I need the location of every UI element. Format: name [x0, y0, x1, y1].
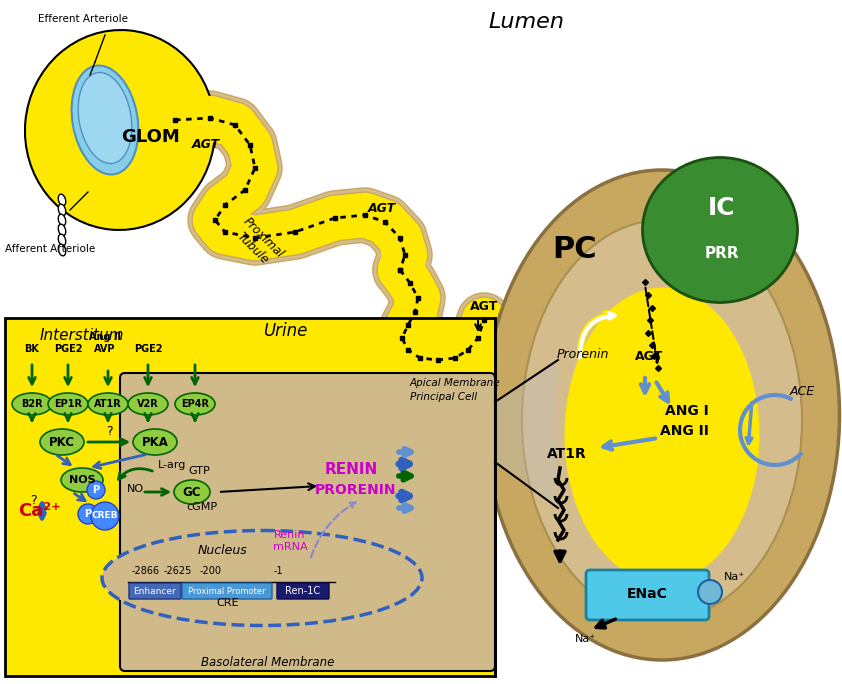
- Text: Proximal
Tubule: Proximal Tubule: [230, 215, 286, 271]
- Text: GLOM: GLOM: [120, 128, 179, 146]
- Text: Afferent Arteriole: Afferent Arteriole: [5, 244, 95, 254]
- Circle shape: [91, 502, 119, 530]
- Text: Ren-1C: Ren-1C: [285, 586, 321, 596]
- Text: NOS: NOS: [69, 475, 95, 485]
- Text: RENIN: RENIN: [325, 462, 378, 477]
- Ellipse shape: [61, 468, 103, 492]
- Text: ?: ?: [106, 425, 112, 438]
- FancyBboxPatch shape: [120, 373, 495, 671]
- Ellipse shape: [58, 244, 66, 256]
- Text: AT1R: AT1R: [547, 447, 587, 461]
- Ellipse shape: [78, 73, 132, 163]
- Text: AT1R: AT1R: [94, 399, 122, 409]
- Ellipse shape: [40, 429, 84, 455]
- Text: CRE: CRE: [216, 598, 239, 608]
- Ellipse shape: [174, 480, 210, 504]
- Circle shape: [78, 504, 98, 524]
- Ellipse shape: [484, 170, 839, 660]
- Text: Prorenin: Prorenin: [557, 348, 610, 361]
- Text: Proximal Promoter: Proximal Promoter: [189, 586, 266, 596]
- Text: ACE: ACE: [790, 385, 815, 398]
- FancyBboxPatch shape: [277, 583, 329, 599]
- Ellipse shape: [48, 393, 88, 415]
- Text: PKA: PKA: [141, 436, 168, 449]
- Text: ?: ?: [30, 494, 36, 507]
- Text: -1: -1: [274, 566, 284, 576]
- Text: P: P: [84, 509, 92, 519]
- Ellipse shape: [133, 429, 177, 455]
- FancyBboxPatch shape: [182, 583, 272, 599]
- Text: PC: PC: [552, 235, 597, 264]
- Text: Ang II
AVP: Ang II AVP: [89, 332, 121, 354]
- Ellipse shape: [128, 393, 168, 415]
- Text: PRR: PRR: [705, 246, 739, 261]
- Ellipse shape: [12, 393, 52, 415]
- Text: Renin
mRNA: Renin mRNA: [273, 530, 307, 552]
- Ellipse shape: [58, 204, 66, 216]
- Text: -2625: -2625: [164, 566, 192, 576]
- Text: Ca²⁺: Ca²⁺: [18, 502, 61, 520]
- Circle shape: [87, 481, 105, 499]
- Ellipse shape: [25, 30, 215, 230]
- Text: PKC: PKC: [49, 436, 75, 449]
- Text: BK: BK: [24, 344, 40, 354]
- Ellipse shape: [58, 214, 66, 226]
- Text: GTP: GTP: [188, 466, 210, 476]
- Text: -200: -200: [200, 566, 222, 576]
- Text: EP4R: EP4R: [181, 399, 209, 409]
- Text: L-arg: L-arg: [158, 460, 186, 470]
- Text: Efferent Arteriole: Efferent Arteriole: [38, 14, 128, 24]
- Ellipse shape: [58, 194, 66, 206]
- FancyBboxPatch shape: [129, 583, 181, 599]
- Text: Principal Cell: Principal Cell: [410, 392, 477, 402]
- Text: PRORENIN: PRORENIN: [315, 483, 397, 497]
- Text: ENaC: ENaC: [626, 587, 668, 601]
- Text: PGE2: PGE2: [134, 344, 163, 354]
- Text: AGT: AGT: [368, 202, 396, 215]
- Ellipse shape: [72, 66, 138, 174]
- Ellipse shape: [58, 234, 66, 246]
- Text: IC: IC: [708, 196, 736, 220]
- Text: P: P: [93, 485, 99, 495]
- Text: AGT: AGT: [635, 350, 663, 363]
- Ellipse shape: [88, 393, 128, 415]
- Text: Apical Membrane: Apical Membrane: [410, 378, 501, 388]
- Circle shape: [698, 580, 722, 604]
- Ellipse shape: [522, 220, 802, 620]
- Ellipse shape: [102, 531, 422, 625]
- Text: NO: NO: [127, 484, 144, 494]
- Ellipse shape: [58, 224, 66, 236]
- Text: Nucleus: Nucleus: [198, 544, 248, 557]
- Text: cGMP: cGMP: [186, 502, 217, 512]
- FancyBboxPatch shape: [586, 570, 709, 620]
- Polygon shape: [495, 360, 558, 508]
- Text: ANG II: ANG II: [660, 424, 709, 438]
- Text: EP1R: EP1R: [54, 399, 82, 409]
- Text: ANG I: ANG I: [665, 404, 709, 418]
- FancyBboxPatch shape: [5, 318, 495, 676]
- Text: Enhancer: Enhancer: [134, 586, 176, 596]
- Ellipse shape: [642, 157, 797, 302]
- Ellipse shape: [175, 393, 215, 415]
- Text: AGT: AGT: [192, 138, 220, 151]
- Text: Urine: Urine: [263, 322, 307, 340]
- Text: Lumen: Lumen: [488, 12, 564, 32]
- Text: AGT: AGT: [470, 300, 498, 313]
- Text: GC: GC: [183, 486, 201, 499]
- Text: Basolateral Membrane: Basolateral Membrane: [201, 656, 334, 669]
- Text: PGE2: PGE2: [54, 344, 83, 354]
- Text: Na⁺: Na⁺: [724, 572, 745, 582]
- Text: Interstitum: Interstitum: [40, 328, 125, 343]
- Text: CREB: CREB: [92, 512, 118, 521]
- Text: V2R: V2R: [137, 399, 159, 409]
- Ellipse shape: [564, 287, 759, 583]
- Text: B2R: B2R: [21, 399, 43, 409]
- Text: -2866: -2866: [132, 566, 160, 576]
- Text: Na⁺: Na⁺: [575, 634, 596, 644]
